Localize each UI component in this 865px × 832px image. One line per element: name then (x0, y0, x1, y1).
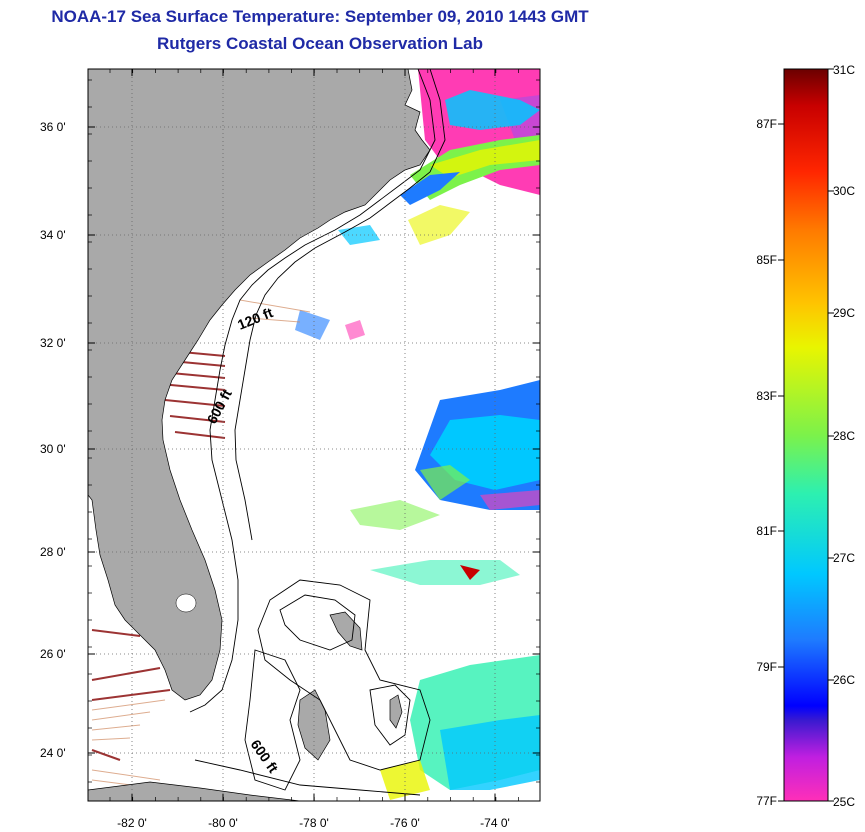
map-subtitle: Rutgers Coastal Ocean Observation Lab (157, 34, 483, 53)
lat-tick-label: 24 0' (40, 746, 66, 760)
fahrenheit-tick-label: 77F (756, 794, 777, 808)
map-title: NOAA-17 Sea Surface Temperature: Septemb… (51, 7, 589, 26)
celsius-tick-label: 30C (833, 184, 855, 198)
land-us-southeast (88, 69, 431, 701)
celsius-tick-label: 29C (833, 306, 855, 320)
lon-tick-label: -74 0' (480, 816, 510, 830)
fahrenheit-tick-label: 81F (756, 524, 777, 538)
land-bahamas-eleuthera (389, 694, 403, 729)
land-bahamas-abaco (329, 611, 363, 651)
bathymetry-contours (189, 69, 446, 796)
celsius-tick-label: 25C (833, 795, 855, 809)
lat-tick-label: 30 0' (40, 442, 66, 456)
latitude-axis: 36 0' 34 0' 32 0' 30 0' 28 0' 26 0' 24 0' (40, 79, 540, 783)
celsius-tick-label: 27C (833, 551, 855, 565)
graticule (88, 69, 540, 801)
sst-data-layer (91, 69, 540, 800)
lon-tick-label: -80 0' (208, 816, 238, 830)
fahrenheit-tick-label: 79F (756, 660, 777, 674)
celsius-tick-label: 28C (833, 429, 855, 443)
lat-tick-label: 26 0' (40, 647, 66, 661)
celsius-tick-label: 26C (833, 673, 855, 687)
celsius-tick-label: 31C (833, 63, 855, 77)
fahrenheit-tick-label: 85F (756, 253, 777, 267)
land-cuba (88, 781, 301, 801)
temperature-colorbar (783, 68, 829, 802)
fahrenheit-tick-label: 87F (756, 117, 777, 131)
fahrenheit-tick-label: 83F (756, 389, 777, 403)
lon-tick-label: -82 0' (117, 816, 147, 830)
colorbar-scale: 31C 30C 29C 28C 27C 26C 25C 87F 85F 83F 81F 79F 77F (756, 63, 855, 809)
lat-tick-label: 28 0' (40, 545, 66, 559)
lon-tick-label: -78 0' (299, 816, 329, 830)
lat-tick-label: 36 0' (40, 120, 66, 134)
lat-tick-label: 32 0' (40, 336, 66, 350)
lake-okeechobee (175, 593, 197, 613)
lon-tick-label: -76 0' (390, 816, 420, 830)
lat-tick-label: 34 0' (40, 228, 66, 242)
longitude-axis: -82 0' -80 0' -78 0' -76 0' -74 0' (109, 69, 519, 830)
